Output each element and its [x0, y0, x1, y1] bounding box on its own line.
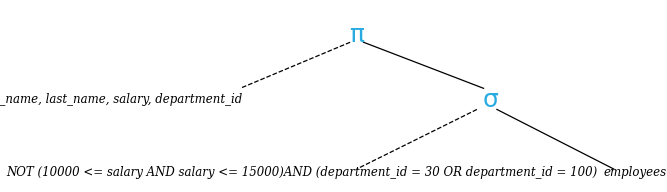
- Text: NOT (10000 <= salary AND salary <= 15000)AND (department_id = 30 OR department_i: NOT (10000 <= salary AND salary <= 15000…: [7, 166, 598, 179]
- Text: σ: σ: [482, 88, 498, 112]
- Text: first_name, last_name, salary, department_id: first_name, last_name, salary, departmen…: [0, 93, 243, 106]
- Text: employees: employees: [604, 166, 667, 179]
- Text: π: π: [350, 23, 364, 47]
